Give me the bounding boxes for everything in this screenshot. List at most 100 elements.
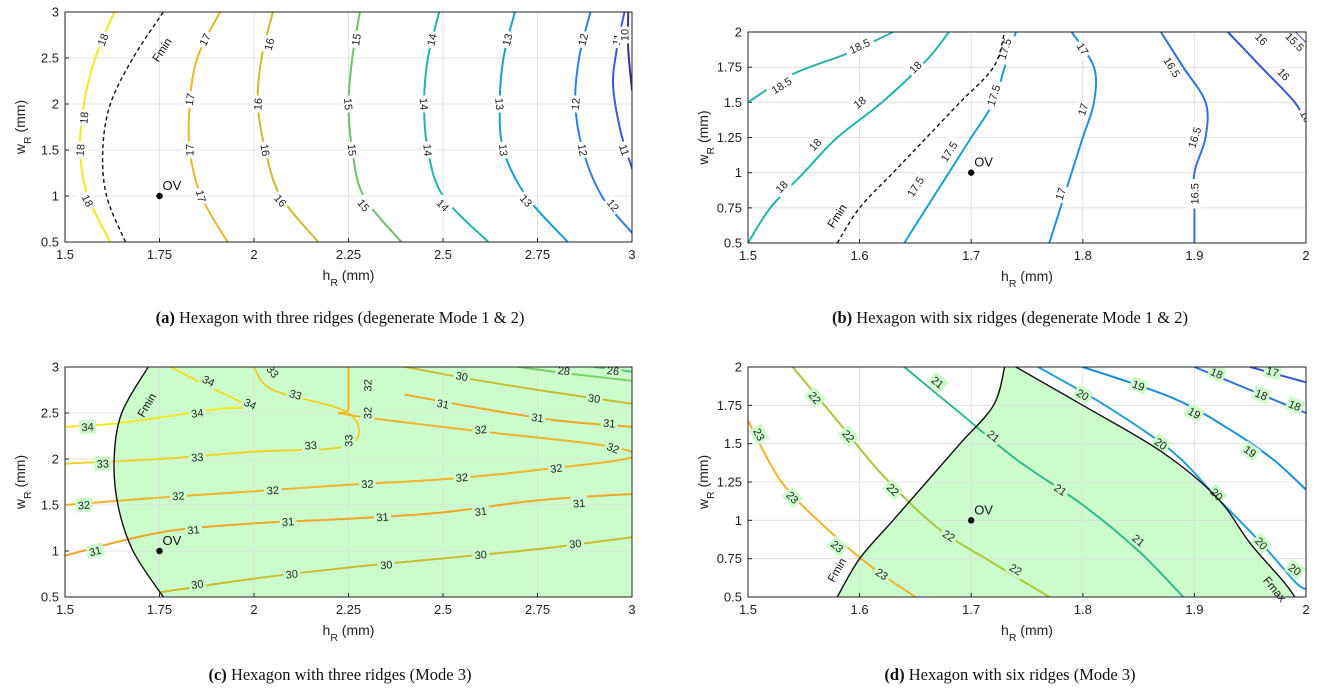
contour-label-bg: [1150, 433, 1172, 455]
y-tick-label: 0.5: [724, 590, 742, 605]
contour-label: 12: [604, 197, 621, 214]
contour-label-bg: [94, 456, 112, 472]
contour-label: 28: [557, 365, 571, 378]
contour-label: 16.5: [1189, 183, 1201, 204]
contour-label-bg: [257, 140, 274, 160]
contour-label-bg: [422, 29, 441, 50]
contour-label: 30: [455, 370, 469, 384]
contour-label: 16: [252, 97, 265, 110]
contour-label-bg: [982, 79, 1005, 112]
contour-label-bg: [358, 476, 377, 492]
caption-c-text: Hexagon with three ridges (Mode 3): [226, 665, 472, 684]
contour-line: [65, 367, 632, 506]
contour-label-bg: [843, 33, 876, 59]
contour-label: 11: [616, 143, 631, 157]
contour-label-bg: [169, 488, 188, 504]
x-tick-label: 2: [250, 247, 257, 262]
contour-label-bg: [192, 186, 210, 206]
contour-label: 18: [79, 193, 95, 209]
contour-line: [903, 367, 1185, 597]
contour-label: 13: [496, 143, 509, 156]
caption-a-letter: (a): [155, 308, 175, 327]
contour-label-bg: [528, 409, 547, 426]
contour-label-bg: [1127, 529, 1150, 552]
contour-label-bg: [1049, 479, 1072, 501]
plot-frame: [747, 366, 1307, 598]
contour-label: 18: [75, 143, 88, 156]
contour-label: 17: [193, 189, 208, 204]
contour-label-bg: [584, 390, 604, 407]
contour-label-bg: [264, 482, 282, 498]
contour-label-bg: [982, 425, 1005, 447]
contour-label: 18: [1253, 388, 1269, 404]
contour-line: [517, 367, 632, 382]
contour-label: 30: [474, 549, 487, 562]
contour-label-bg: [85, 542, 106, 560]
contour-label-bg: [194, 28, 215, 51]
contour-label-bg: [433, 395, 453, 413]
contour-label-bg: [1250, 384, 1272, 405]
boundary-line: [113, 367, 164, 597]
contour-label: 31: [282, 516, 295, 529]
contour-label-bg: [938, 525, 960, 547]
x-tick-label: 2: [1302, 602, 1309, 617]
contour-label-bg: [1072, 38, 1094, 60]
contour-label-bg: [615, 139, 632, 161]
contour-label-bg: [574, 140, 592, 160]
boundary-label: Fmin: [151, 36, 175, 64]
contour-label-bg: [547, 460, 566, 477]
x-tick-label: 2.5: [434, 247, 452, 262]
contour-label-bg: [282, 566, 301, 582]
contour-label-bg: [187, 575, 207, 593]
plot-frame: [64, 11, 633, 243]
contour-label-bg: [340, 95, 357, 113]
contour-label: 33: [304, 440, 317, 453]
contour-label: 13: [501, 32, 516, 47]
contour-label: 32: [266, 485, 279, 498]
y-tick-label: 1: [52, 544, 59, 559]
contour-label: 17.5: [986, 84, 1004, 108]
caption-b-letter: (b): [831, 308, 853, 327]
contour-line: [65, 492, 632, 557]
contour-label-bg: [495, 141, 512, 159]
contour-label-bg: [1239, 440, 1262, 462]
contour-label-bg: [1272, 63, 1295, 86]
contour-label: 16.5: [1186, 126, 1204, 150]
contour-label: 16: [1274, 66, 1291, 83]
contour-label: 34: [242, 397, 258, 413]
contour-label-bg: [471, 421, 490, 438]
ov-marker: [156, 192, 163, 200]
contour-label-bg: [452, 469, 471, 486]
contour-label-bg: [77, 189, 98, 212]
contour-label-bg: [882, 478, 904, 501]
contour-label-bg: [347, 30, 365, 50]
contour-label: 22: [1007, 562, 1024, 579]
contour-label-bg: [567, 95, 583, 113]
contour-label-bg: [515, 189, 537, 212]
contour-label: 23: [873, 566, 890, 583]
contour-label-bg: [269, 189, 292, 212]
contour-label-bg: [1187, 178, 1202, 209]
contour-label: 19: [1186, 406, 1203, 422]
caption-b: (b) Hexagon with six ridges (degenerate …: [710, 308, 1310, 328]
contour-label: 31: [530, 412, 544, 426]
plot-frame: [747, 31, 1307, 244]
contour-label: 23: [828, 539, 845, 556]
contour-label: 21: [1129, 533, 1146, 550]
x-tick-label: 2.75: [525, 602, 550, 617]
ov-label: OV: [974, 155, 993, 170]
contour-label: 31: [88, 545, 103, 560]
y-tick-label: 0.5: [724, 236, 742, 251]
contour-label-bg: [600, 415, 619, 431]
contour-label: 18: [852, 95, 869, 112]
contour-label: 22: [940, 528, 957, 545]
contour-label: 19: [1241, 444, 1258, 461]
caption-a-text: Hexagon with three ridges (degenerate Mo…: [174, 308, 525, 327]
contour-label: 18: [774, 179, 791, 196]
contour-label-bg: [373, 509, 392, 525]
caption-d: (d) Hexagon with six ridges (Mode 3): [710, 665, 1310, 685]
contour-line: [1048, 32, 1098, 243]
contour-label: 33: [96, 458, 109, 471]
y-tick-label: 1: [735, 165, 742, 180]
